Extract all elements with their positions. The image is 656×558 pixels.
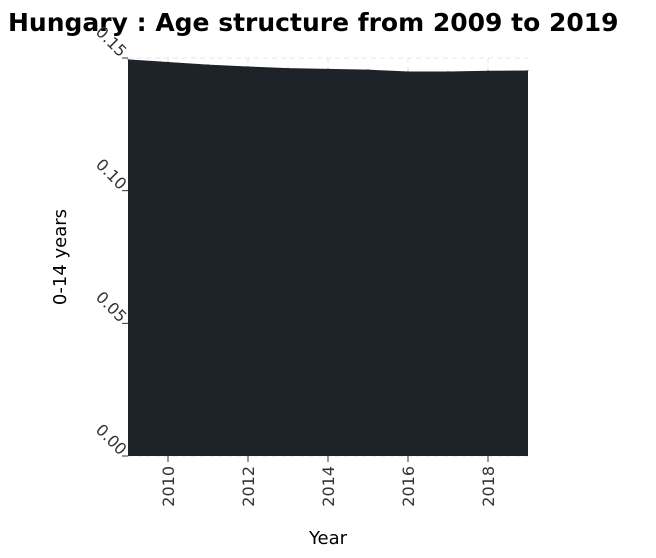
data-point [247, 65, 249, 67]
y-tick-label: 0.10 [92, 155, 131, 194]
y-tick-label: 0.05 [92, 288, 131, 327]
data-point [127, 58, 129, 60]
y-axis: 0.000.050.100.15 [92, 22, 131, 459]
x-tick-label: 2016 [399, 466, 418, 507]
y-tick-label: 0.00 [92, 420, 131, 459]
data-point [407, 71, 409, 73]
y-axis-title: 0-14 years [50, 209, 71, 305]
data-point [487, 70, 489, 72]
data-point [447, 71, 449, 73]
x-tick-label: 2010 [159, 466, 178, 507]
data-point [207, 64, 209, 66]
chart-title: Hungary : Age structure from 2009 to 201… [8, 8, 619, 37]
data-point [287, 67, 289, 69]
data-point [527, 69, 529, 71]
x-tick-label: 2014 [319, 466, 338, 507]
x-tick-label: 2012 [239, 466, 258, 507]
x-axis: 2010 2012 2014 2016 2018 [159, 456, 498, 507]
data-point [367, 69, 369, 71]
area-series [128, 59, 528, 457]
data-point [327, 68, 329, 70]
x-tick-label: 2018 [479, 466, 498, 507]
series-layer [127, 58, 529, 457]
x-axis-title: Year [308, 528, 348, 549]
data-point [167, 61, 169, 63]
